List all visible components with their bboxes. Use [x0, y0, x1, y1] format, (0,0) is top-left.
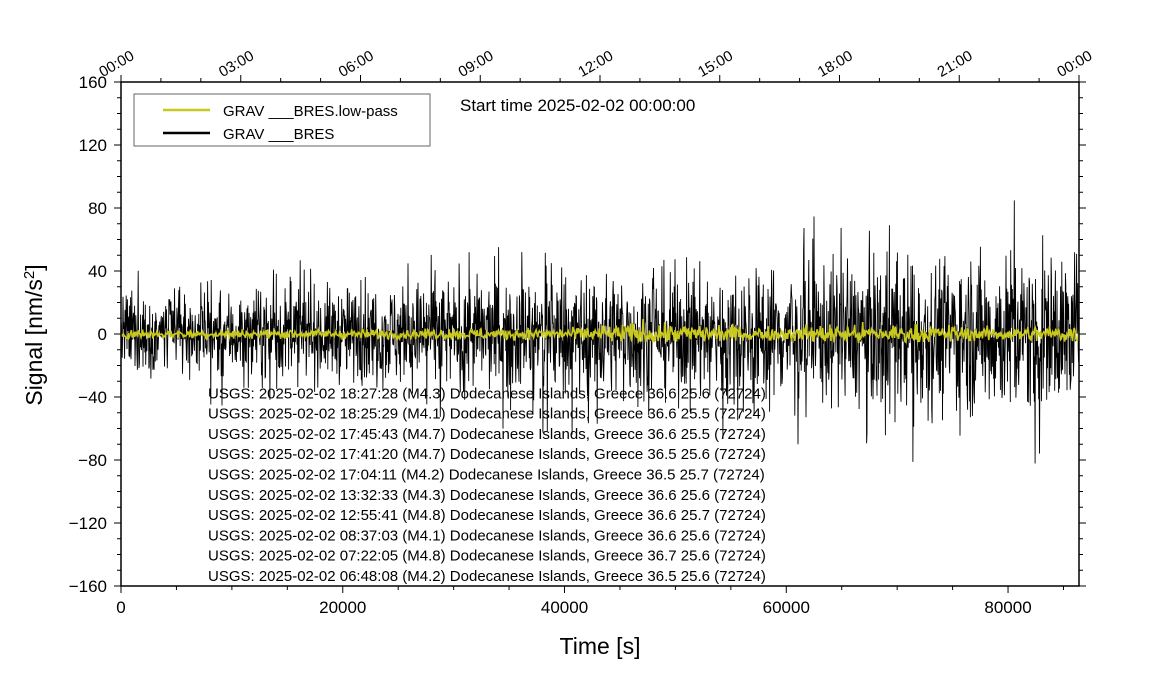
y-axis-title-superscript: 2 — [21, 271, 38, 279]
event-annotation: USGS: 2025-02-02 12:55:41 (M4.8) Dodecan… — [208, 507, 766, 524]
event-annotation: USGS: 2025-02-02 13:32:33 (M4.3) Dodecan… — [208, 487, 766, 504]
series-raw-trace — [120, 200, 1080, 464]
y-tick-label: 120 — [79, 136, 107, 155]
legend-box — [133, 93, 431, 147]
x-tick-label: 0 — [116, 598, 125, 617]
y-tick-label: −120 — [69, 514, 107, 533]
x-tick-label: 20000 — [319, 598, 366, 617]
series-layer — [120, 200, 1080, 464]
top-tick-label: 06:00 — [336, 47, 377, 80]
event-annotation: USGS: 2025-02-02 17:41:20 (M4.7) Dodecan… — [208, 446, 766, 463]
y-tick-label: 160 — [79, 73, 107, 92]
event-annotation: USGS: 2025-02-02 06:48:08 (M4.2) Dodecan… — [208, 568, 766, 585]
legend-label-raw: GRAV ___BRES — [223, 126, 334, 143]
legend: GRAV ___BRES.low-pass GRAV ___BRES — [133, 93, 431, 147]
x-axis-title: Time [s] — [560, 633, 641, 659]
x-tick-label: 80000 — [984, 598, 1031, 617]
x-tick-label: 60000 — [763, 598, 810, 617]
y-tick-label: −80 — [78, 451, 107, 470]
top-tick-label: 00:00 — [96, 47, 137, 80]
top-tick-label: 21:00 — [934, 47, 975, 80]
y-tick-label: 0 — [98, 325, 107, 344]
top-tick-label: 15:00 — [695, 47, 736, 80]
event-annotations: USGS: 2025-02-02 18:27:28 (M4.3) Dodecan… — [208, 385, 766, 585]
y-axis-title-main: Signal [nm/s — [21, 279, 47, 406]
top-tick-label: 09:00 — [455, 47, 496, 80]
event-annotation: USGS: 2025-02-02 08:37:03 (M4.1) Dodecan… — [208, 527, 766, 544]
y-tick-label: −160 — [69, 577, 107, 596]
y-axis-title-end: ] — [21, 264, 47, 270]
series-lowpass-trace — [120, 319, 1080, 345]
top-tick-label: 18:00 — [815, 47, 856, 80]
y-axis-title: Signal [nm/s2] — [21, 264, 47, 405]
event-annotation: USGS: 2025-02-02 17:04:11 (M4.2) Dodecan… — [208, 467, 765, 484]
chart-title: Start time 2025-02-02 00:00:00 — [460, 96, 695, 115]
top-tick-label: 12:00 — [575, 47, 616, 80]
y-tick-label: −40 — [78, 388, 107, 407]
top-tick-label: 03:00 — [216, 47, 257, 80]
y-tick-label: 80 — [88, 199, 107, 218]
legend-label-lowpass: GRAV ___BRES.low-pass — [223, 103, 398, 120]
y-tick-label: 40 — [88, 262, 107, 281]
x-tick-label: 40000 — [541, 598, 588, 617]
event-annotation: USGS: 2025-02-02 07:22:05 (M4.8) Dodecan… — [208, 548, 766, 565]
event-annotation: USGS: 2025-02-02 17:45:43 (M4.7) Dodecan… — [208, 426, 766, 443]
event-annotation: USGS: 2025-02-02 18:27:28 (M4.3) Dodecan… — [208, 385, 766, 402]
top-tick-label: 00:00 — [1054, 47, 1095, 80]
event-annotation: USGS: 2025-02-02 18:25:29 (M4.1) Dodecan… — [208, 406, 766, 423]
